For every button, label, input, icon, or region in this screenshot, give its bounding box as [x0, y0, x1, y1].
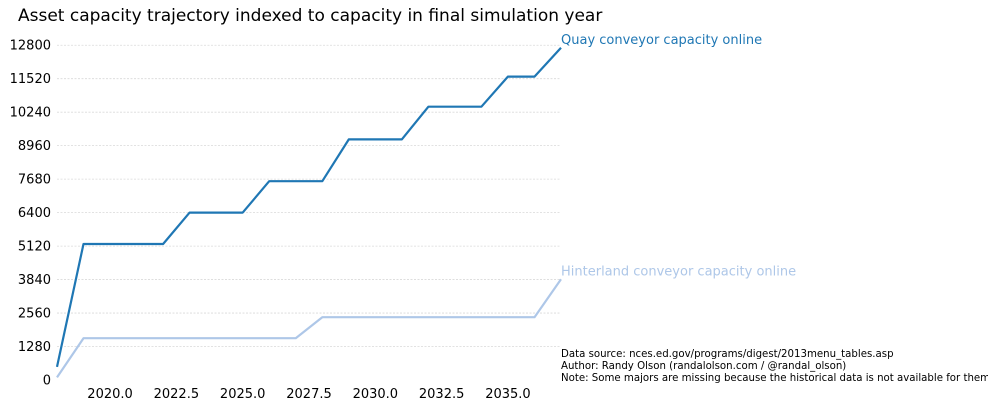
y-tick-label: 1280: [18, 340, 51, 355]
y-tick-label: 5120: [18, 240, 51, 255]
y-tick-label: 7680: [18, 173, 51, 188]
footnote-line: Author: Randy Olson (randalolson.com / @…: [561, 361, 846, 372]
series-label-quay: Quay conveyor capacity online: [561, 33, 762, 48]
x-tick-label: 2030.0: [353, 387, 399, 402]
footnote-line: Data source: nces.ed.gov/programs/digest…: [561, 349, 894, 360]
x-tick-label: 2022.5: [154, 387, 200, 402]
series-line-hinterland: [56, 278, 562, 379]
y-tick-label: 3840: [18, 273, 51, 288]
y-tick-label: 10240: [10, 106, 51, 121]
grid: [57, 44, 561, 347]
x-tick-label: 2020.0: [87, 387, 133, 402]
y-tick-label: 0: [43, 374, 51, 389]
y-tick-label: 6400: [18, 206, 51, 221]
x-tick-label: 2025.0: [220, 387, 266, 402]
x-axis-ticks: 2020.0 2022.5 2025.0 2027.5 2030.0 2032.5 2035…: [87, 387, 530, 402]
y-tick-label: 8960: [18, 139, 51, 154]
series-labels: Quay conveyor capacity online Hinterland …: [561, 33, 796, 279]
footnote-line: Note: Some majors are missing because th…: [561, 373, 988, 384]
y-tick-label: 12800: [10, 39, 51, 54]
x-tick-label: 2027.5: [286, 387, 332, 402]
y-axis-ticks: 0 1280 2560 3840 5120 6400 7680 8960 10240 11520 1…: [10, 39, 51, 389]
chart-title: Asset capacity trajectory indexed to cap…: [18, 6, 602, 26]
x-tick-label: 2032.5: [419, 387, 465, 402]
x-tick-label: 2035.0: [485, 387, 531, 402]
series-lines: [55, 47, 562, 379]
y-tick-label: 2560: [18, 307, 51, 322]
series-label-hinterland: Hinterland conveyor capacity online: [561, 264, 796, 279]
series-line-quay: [55, 47, 562, 368]
y-tick-label: 11520: [10, 72, 51, 87]
footnotes: Data source: nces.ed.gov/programs/digest…: [561, 349, 988, 384]
